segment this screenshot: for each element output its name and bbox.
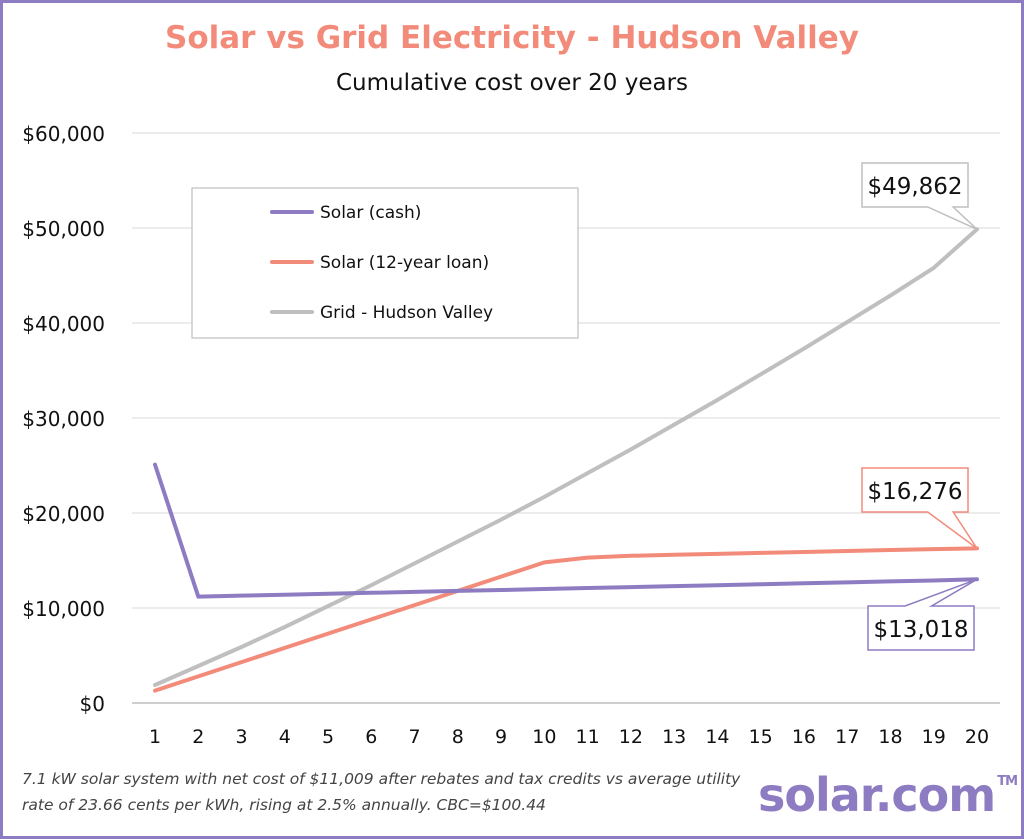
y-tick-label: $40,000 xyxy=(22,312,105,336)
x-tick-label: 18 xyxy=(878,726,902,748)
series-line-1 xyxy=(153,546,979,693)
y-tick-label: $20,000 xyxy=(22,502,105,526)
x-tick-label: 17 xyxy=(835,726,859,748)
callout-box xyxy=(861,162,978,230)
x-tick-label: 20 xyxy=(965,726,989,748)
chart-subtitle: Cumulative cost over 20 years xyxy=(335,70,689,96)
x-tick-label: 16 xyxy=(792,726,816,748)
brand-tm: TM xyxy=(997,774,1018,789)
callout-box xyxy=(861,467,978,549)
x-tick-label: 3 xyxy=(235,726,247,748)
y-tick-label: $30,000 xyxy=(22,407,105,431)
chart-title: Solar vs Grid Electricity - Hudson Valle… xyxy=(165,20,859,56)
legend-label: Solar (cash) xyxy=(320,203,421,223)
brand-logo: solar.com TM xyxy=(758,768,1018,822)
y-tick-label: $50,000 xyxy=(22,217,105,241)
y-tick-label: $0 xyxy=(80,692,105,716)
x-tick-label: 9 xyxy=(495,726,507,748)
x-tick-label: 8 xyxy=(452,726,464,748)
series-line-0 xyxy=(153,462,979,599)
y-tick-label: $10,000 xyxy=(22,597,105,621)
x-tick-label: 7 xyxy=(409,726,421,748)
legend-label: Grid - Hudson Valley xyxy=(320,303,493,323)
legend-label: Solar (12-year loan) xyxy=(320,253,489,273)
x-tick-label: 11 xyxy=(576,726,600,748)
callout-label: $13,018 xyxy=(873,617,968,643)
x-tick-label: 2 xyxy=(192,726,204,748)
y-tick-label: $60,000 xyxy=(22,122,105,146)
callout-box xyxy=(867,578,978,651)
brand-name: solar.com xyxy=(758,768,996,822)
x-tick-label: 14 xyxy=(705,726,729,748)
x-tick-label: 15 xyxy=(749,726,773,748)
callout-label: $16,276 xyxy=(867,479,962,505)
footnote: 7.1 kW solar system with net cost of $11… xyxy=(22,770,741,814)
callout-label: $49,862 xyxy=(867,174,962,200)
x-tick-label: 1 xyxy=(149,726,161,748)
x-tick-label: 13 xyxy=(662,726,686,748)
x-tick-label: 12 xyxy=(619,726,643,748)
x-tick-label: 6 xyxy=(365,726,377,748)
x-tick-label: 19 xyxy=(922,726,946,748)
x-tick-label: 10 xyxy=(532,726,556,748)
x-tick-label: 4 xyxy=(279,726,291,748)
legend-box xyxy=(191,187,579,339)
x-tick-label: 5 xyxy=(322,726,334,748)
series-line-2 xyxy=(153,227,979,687)
